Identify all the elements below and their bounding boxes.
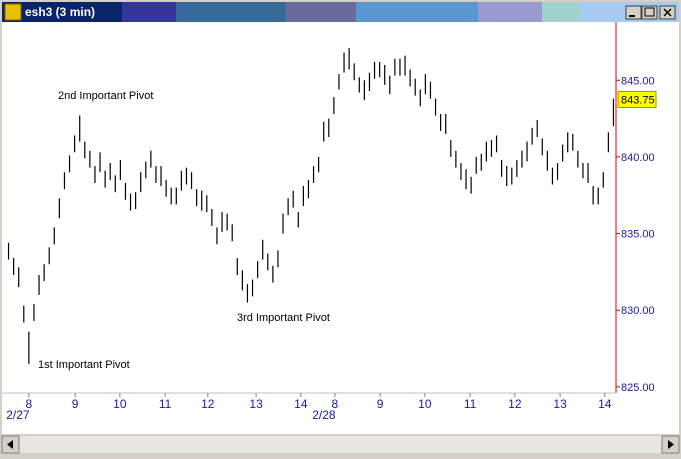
- scrollbar[interactable]: [1, 435, 680, 454]
- y-tick-label: 825.00: [621, 382, 655, 394]
- window-buttons[interactable]: [625, 5, 676, 20]
- window-title: esh3 (3 min): [25, 5, 95, 19]
- chart-area: [2, 22, 679, 434]
- y-tick-label: 835.00: [621, 229, 655, 241]
- date-label: 2/28: [312, 408, 336, 422]
- plot: 825.00 830.00 835.00 840.00 845.00 8 9 10 11 12 13…: [6, 48, 657, 422]
- x-tick-label: 13: [249, 397, 263, 411]
- x-tick-label: 8: [332, 397, 339, 411]
- x-tick-label: 14: [598, 397, 612, 411]
- y-tick-label: 845.00: [621, 75, 655, 87]
- x-tick-label: 12: [508, 397, 522, 411]
- x-tick-label: 9: [72, 397, 79, 411]
- annotation: 1st Important Pivot: [38, 359, 130, 371]
- x-tick-label: 14: [294, 397, 308, 411]
- x-tick-label: 12: [201, 397, 215, 411]
- date-label: 2/27: [6, 408, 30, 422]
- last-price-box: [617, 90, 657, 108]
- x-tick-label: 13: [553, 397, 567, 411]
- x-tick-label: 11: [159, 397, 172, 411]
- x-tick-label: 10: [418, 397, 432, 411]
- y-tick-label: 840.00: [621, 152, 655, 164]
- annotation: 3rd Important Pivot: [237, 312, 330, 324]
- y-tick-label: 830.00: [621, 305, 655, 317]
- last-price-label: 843.75: [621, 94, 655, 106]
- x-tick-label: 10: [113, 397, 127, 411]
- x-tick-label: 11: [464, 397, 477, 411]
- title-bar: [2, 2, 679, 22]
- annotation: 2nd Important Pivot: [58, 90, 153, 102]
- x-tick-label: 8: [26, 397, 33, 411]
- x-tick-label: 9: [377, 397, 384, 411]
